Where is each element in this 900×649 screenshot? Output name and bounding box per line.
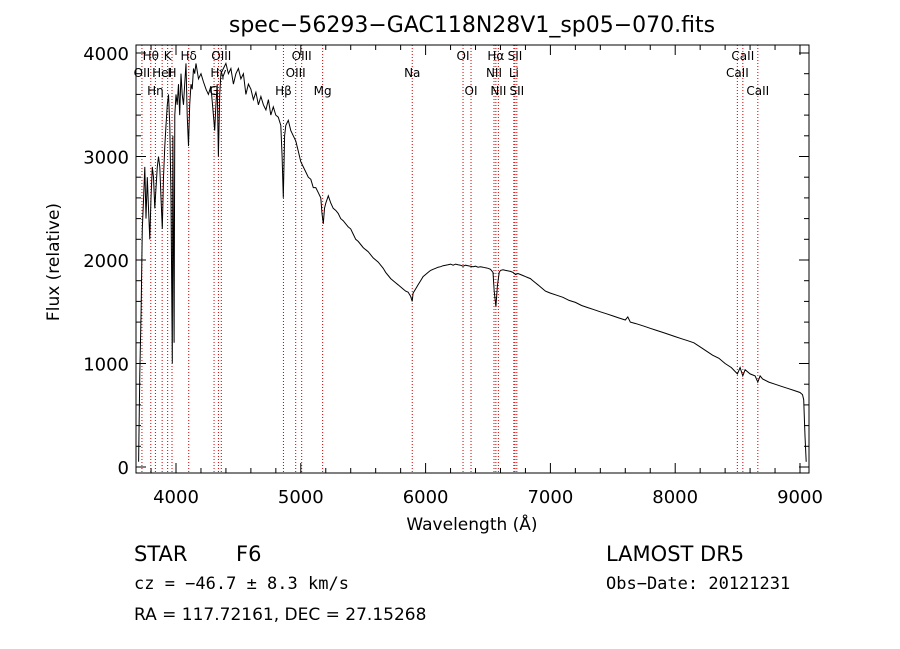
line-label: OI <box>457 49 470 63</box>
line-label: HeI <box>152 66 172 80</box>
line-label: Na <box>404 66 420 80</box>
observation-date: Obs−Date: 20121231 <box>606 574 790 594</box>
x-tick-label: 9000 <box>777 487 823 508</box>
line-markers <box>141 45 759 473</box>
y-tick-label: 2000 <box>83 251 129 272</box>
line-label: Li <box>509 66 519 80</box>
y-tick-label: 1000 <box>83 355 129 376</box>
line-label: NII <box>490 84 506 98</box>
chart-title: spec−56293−GAC118N28V1_sp05−070.fits <box>229 13 715 38</box>
line-label: OIII <box>211 49 231 63</box>
y-tick-label: 0 <box>118 458 129 479</box>
line-label: CaII <box>726 66 749 80</box>
line-label: Hθ <box>143 49 159 63</box>
x-tick-label: 7000 <box>527 487 573 508</box>
object-class: STAR <box>134 542 187 566</box>
line-label: OIII <box>286 66 306 80</box>
line-label: CaII <box>731 49 754 63</box>
line-label: H <box>167 66 176 80</box>
line-label: OIII <box>292 49 312 63</box>
x-tick-label: 5000 <box>278 487 324 508</box>
line-label: OII <box>134 66 151 80</box>
line-label: Mg <box>314 84 332 98</box>
line-label: CaII <box>746 84 769 98</box>
line-label: NII <box>486 66 502 80</box>
x-axis-ticks: 4000 5000 6000 7000 8000 9000 <box>150 45 823 508</box>
x-axis-label: Wavelength (Å) <box>406 513 537 535</box>
x-tick-label: 4000 <box>153 487 199 508</box>
x-tick-label: 8000 <box>652 487 698 508</box>
x-tick-label: 6000 <box>403 487 449 508</box>
survey-name: LAMOST DR5 <box>606 542 744 566</box>
object-subclass: F6 <box>236 542 261 566</box>
y-axis-label: Flux (relative) <box>44 203 64 321</box>
line-label: Hβ <box>275 84 292 98</box>
y-tick-label: 3000 <box>83 148 129 169</box>
line-label: K <box>164 49 173 63</box>
line-label: G <box>209 84 218 98</box>
line-label: Hδ <box>181 49 197 63</box>
redshift-cz: cz = −46.7 ± 8.3 km/s <box>134 574 349 594</box>
line-labels: OIIHθHηHeIKHHδGHγOIIIHβOIIIOIIIMgNaOIOIN… <box>134 49 770 98</box>
line-label: OI <box>465 84 478 98</box>
plot-frame <box>135 44 810 474</box>
y-tick-label: 4000 <box>83 44 129 65</box>
line-label: SII <box>508 49 523 63</box>
ra-dec: RA = 117.72161, DEC = 27.15268 <box>134 605 426 625</box>
y-axis-ticks: 0 1000 2000 3000 4000 <box>83 44 809 479</box>
spectrum-line <box>138 61 807 462</box>
line-label: Hη <box>147 84 164 98</box>
line-label: Hα <box>487 49 504 63</box>
line-label: SII <box>509 84 524 98</box>
